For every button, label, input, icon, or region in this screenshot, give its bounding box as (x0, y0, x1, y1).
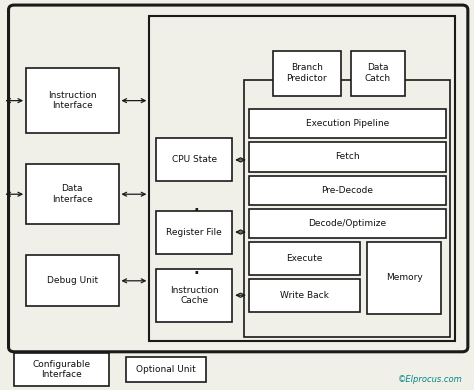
Text: Branch
Predictor: Branch Predictor (287, 64, 327, 83)
Text: Optional Unit: Optional Unit (136, 365, 196, 374)
Text: Execution Pipeline: Execution Pipeline (306, 119, 389, 128)
Bar (14, 353, 109, 386)
Text: ©Elprocus.com: ©Elprocus.com (397, 375, 462, 384)
Text: Decode/Optimize: Decode/Optimize (308, 219, 386, 228)
Bar (26, 255, 118, 306)
Text: Instruction
Interface: Instruction Interface (48, 91, 97, 110)
FancyBboxPatch shape (9, 5, 468, 352)
Text: .: . (194, 199, 200, 214)
Bar (351, 51, 405, 96)
Bar (26, 68, 118, 133)
Bar (249, 209, 446, 238)
Bar (156, 138, 232, 181)
Text: Fetch: Fetch (335, 152, 359, 161)
Bar (367, 242, 441, 314)
Text: Instruction
Cache: Instruction Cache (170, 286, 219, 305)
Bar (249, 242, 360, 275)
Text: Data
Catch: Data Catch (365, 64, 391, 83)
Bar (26, 164, 118, 224)
Text: Pre-Decode: Pre-Decode (321, 186, 373, 195)
Text: CPU State: CPU State (172, 155, 217, 165)
Text: Debug Unit: Debug Unit (47, 276, 98, 285)
Bar (249, 142, 446, 172)
Text: Register File: Register File (166, 227, 222, 237)
Bar (249, 176, 446, 205)
Text: Write Back: Write Back (280, 291, 329, 300)
Bar (244, 80, 450, 337)
Bar (156, 211, 232, 254)
Text: .: . (194, 262, 200, 277)
Text: Execute: Execute (286, 254, 323, 263)
Bar (249, 279, 360, 312)
Bar (156, 269, 232, 322)
Bar (273, 51, 341, 96)
Text: Data
Interface: Data Interface (52, 184, 92, 204)
Text: Memory: Memory (386, 273, 422, 282)
Bar (126, 357, 206, 382)
Bar (149, 16, 455, 341)
Bar (249, 109, 446, 138)
Text: Configurable
Interface: Configurable Interface (33, 360, 91, 379)
